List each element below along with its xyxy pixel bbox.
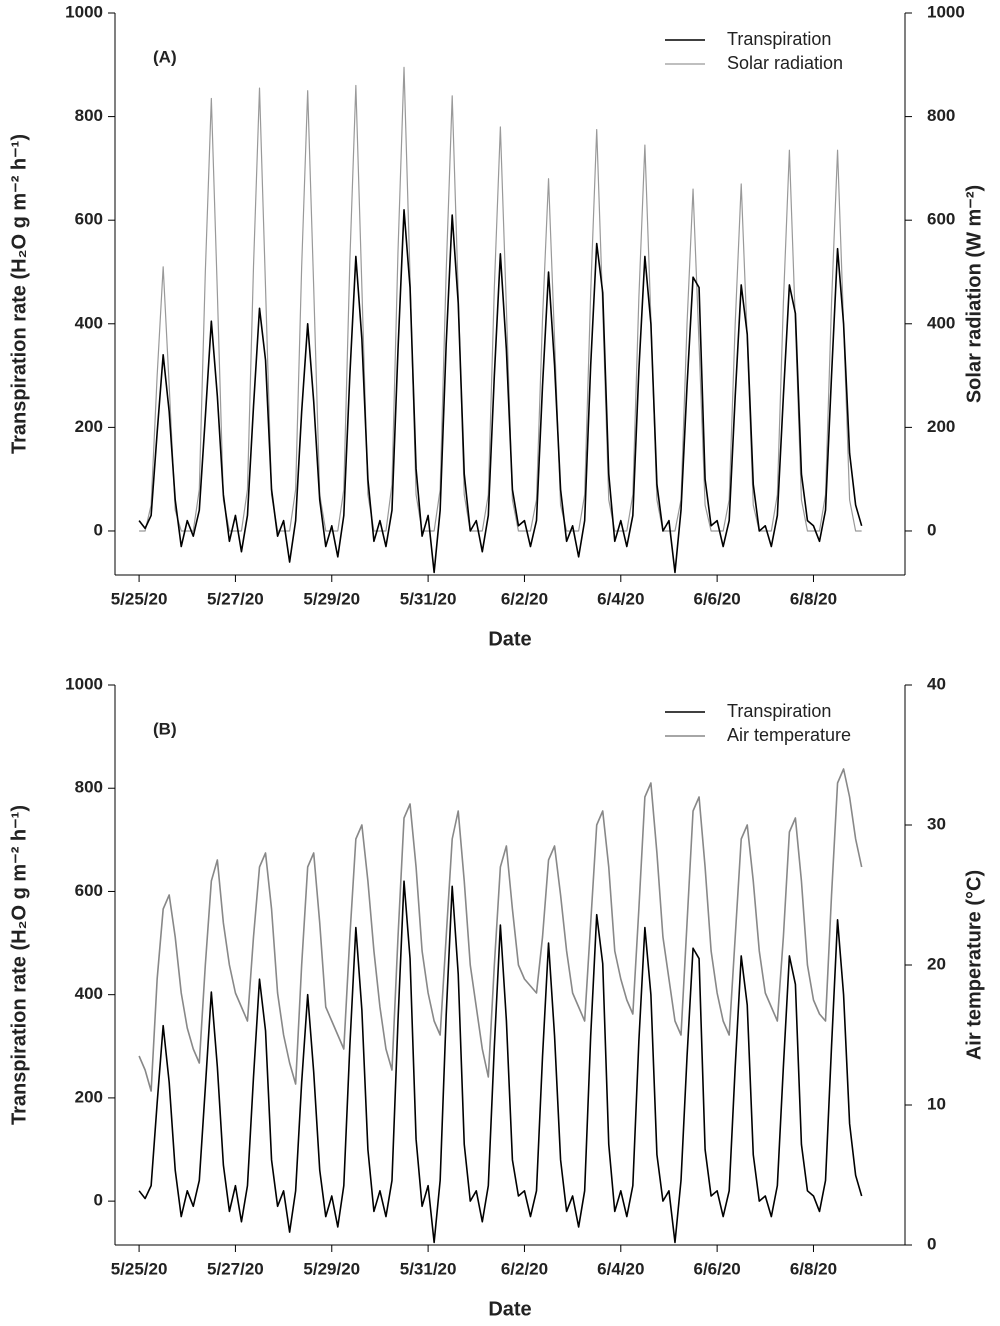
y2-tick-label: 0 [927,1234,936,1253]
y-tick-label: 200 [75,417,103,436]
y2-tick-label: 10 [927,1094,946,1113]
legend-label: Transpiration [727,29,831,49]
y-axis-label: Transpiration rate (H₂O g m⁻² h⁻¹) [8,134,30,454]
x-tick-label: 6/4/20 [597,1259,644,1278]
x-tick-label: 5/27/20 [207,589,264,608]
y-axis-label: Transpiration rate (H₂O g m⁻² h⁻¹) [8,805,30,1125]
legend-label: Transpiration [727,701,831,721]
panel: 0 200 400 600 800 1000 0 10 20 30 40 5/25/20 5/27/20… [8,674,985,1320]
y-tick-label: 800 [75,778,103,797]
y-tick-label: 0 [94,520,103,539]
series-line [138,880,863,1244]
y-tick-label: 0 [94,1191,103,1210]
series-line [138,209,863,574]
series-line [138,768,863,1092]
x-tick-label: 5/29/20 [303,589,360,608]
y2-tick-label: 0 [927,520,936,539]
y-tick-label: 800 [75,106,103,125]
x-axis-label: Date [488,1298,531,1320]
y2-tick-label: 40 [927,674,946,693]
y-tick-label: 600 [75,210,103,229]
y-tick-label: 400 [75,984,103,1003]
panel-label: (A) [153,47,177,66]
x-tick-label: 6/4/20 [597,589,644,608]
y-tick-label: 600 [75,881,103,900]
panel-label: (B) [153,719,177,738]
x-axis-label: Date [488,628,531,650]
y-tick-label: 1000 [65,2,103,21]
y-tick-label: 400 [75,313,103,332]
x-tick-label: 6/2/20 [501,1259,548,1278]
x-tick-label: 6/8/20 [790,1259,837,1278]
x-tick-label: 5/25/20 [111,589,168,608]
y2-tick-label: 200 [927,417,955,436]
y2-tick-label: 1000 [927,2,965,21]
x-tick-label: 6/6/20 [694,1259,741,1278]
y2-tick-label: 30 [927,814,946,833]
y2-axis-label: Air temperature (°C) [963,870,985,1060]
y2-tick-label: 800 [927,106,955,125]
y2-tick-label: 600 [927,210,955,229]
series-line [139,66,862,532]
legend-label: Solar radiation [727,53,843,73]
x-tick-label: 5/27/20 [207,1259,264,1278]
legend-label: Air temperature [727,725,851,745]
x-tick-label: 6/8/20 [790,589,837,608]
x-tick-label: 6/6/20 [694,589,741,608]
x-tick-label: 5/29/20 [303,1259,360,1278]
x-tick-label: 6/2/20 [501,589,548,608]
y-tick-label: 200 [75,1087,103,1106]
x-tick-label: 5/31/20 [400,589,457,608]
y-tick-label: 1000 [65,674,103,693]
panel: 0 200 400 600 800 1000 0 200 400 600 800 1000 5/25/2… [8,2,985,650]
x-tick-label: 5/31/20 [400,1259,457,1278]
y2-axis-label: Solar radiation (W m⁻²) [963,185,985,403]
x-tick-label: 5/25/20 [111,1259,168,1278]
y2-tick-label: 400 [927,313,955,332]
y2-tick-label: 20 [927,954,946,973]
